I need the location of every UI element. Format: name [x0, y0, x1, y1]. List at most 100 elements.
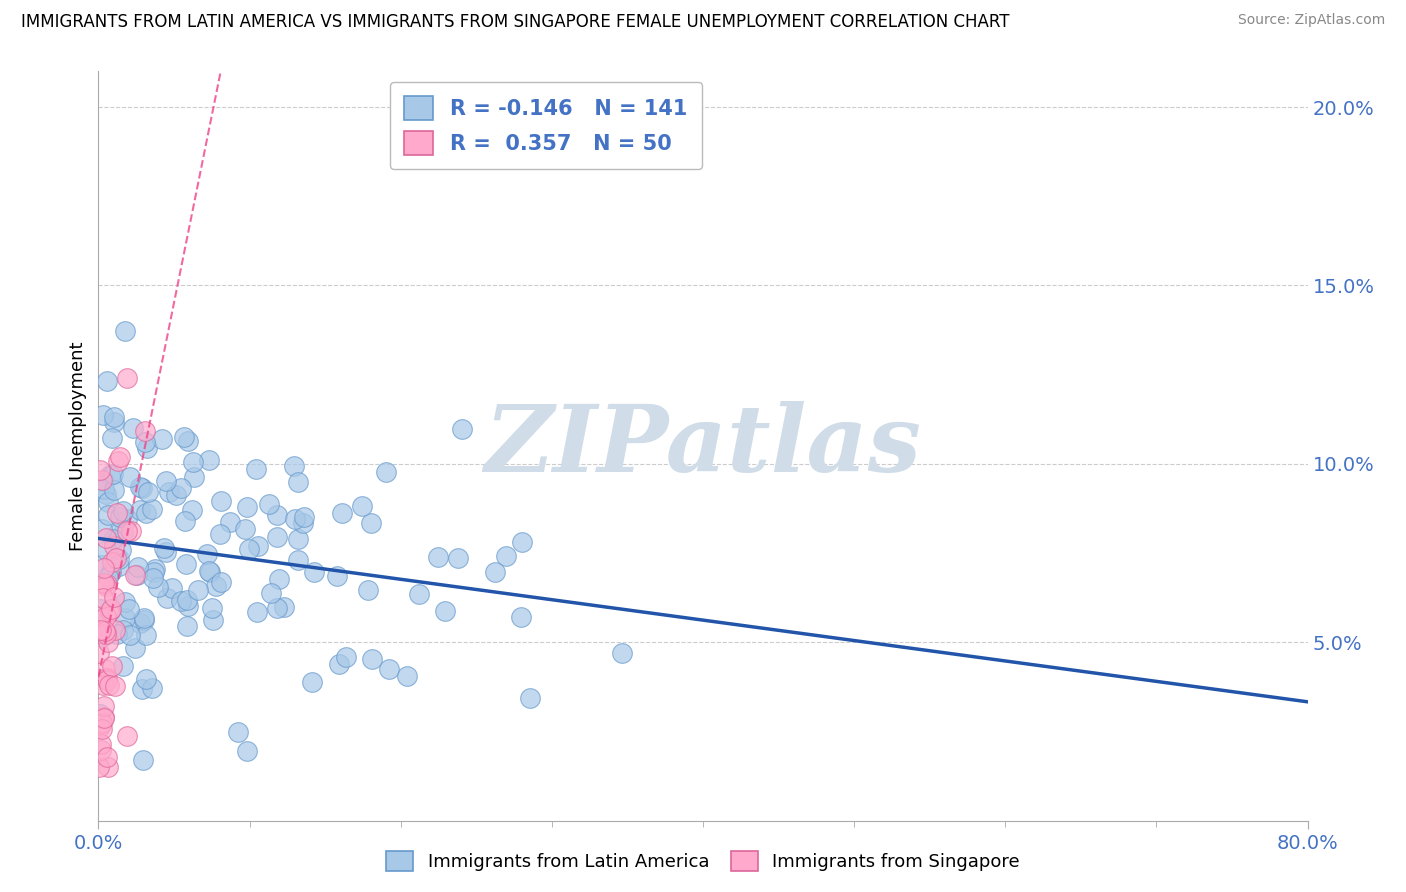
Point: [173, 430, 195, 444]
Point: [103, 415, 125, 429]
Point: [238, 542, 260, 557]
Point: [94, 531, 117, 545]
Point: [91, 722, 114, 736]
Y-axis label: Female Unemployment: Female Unemployment: [69, 342, 87, 550]
Point: [97, 570, 120, 584]
Point: [104, 623, 127, 637]
Point: [101, 431, 124, 445]
Point: [94, 579, 117, 593]
Point: [91, 591, 114, 606]
Point: [267, 573, 290, 587]
Point: [287, 532, 309, 546]
Point: [173, 514, 195, 528]
Point: [205, 579, 228, 593]
Point: [90, 558, 112, 573]
Point: [301, 674, 323, 689]
Point: [89, 707, 111, 722]
Point: [284, 512, 307, 526]
Point: [114, 324, 136, 338]
Point: [94, 624, 117, 639]
Point: [101, 659, 124, 673]
Point: [266, 508, 288, 523]
Point: [142, 565, 165, 579]
Point: [105, 526, 128, 541]
Point: [124, 568, 146, 582]
Point: [131, 681, 153, 696]
Point: [236, 744, 259, 758]
Point: [96, 671, 118, 685]
Point: [120, 524, 142, 538]
Point: [170, 481, 193, 495]
Point: [90, 737, 112, 751]
Point: [89, 760, 111, 774]
Point: [112, 504, 135, 518]
Point: [510, 535, 533, 549]
Point: [117, 512, 139, 526]
Legend: Immigrants from Latin America, Immigrants from Singapore: Immigrants from Latin America, Immigrant…: [378, 844, 1028, 879]
Point: [114, 611, 136, 625]
Point: [135, 627, 157, 641]
Point: [104, 679, 127, 693]
Point: [181, 454, 204, 468]
Point: [110, 450, 132, 464]
Point: [129, 615, 152, 630]
Point: [108, 559, 131, 574]
Point: [361, 652, 384, 666]
Point: [352, 499, 374, 513]
Point: [433, 604, 456, 618]
Point: [90, 623, 112, 637]
Point: [103, 533, 125, 547]
Point: [94, 624, 117, 639]
Point: [101, 555, 124, 569]
Point: [177, 434, 200, 448]
Point: [208, 527, 231, 541]
Point: [117, 729, 139, 743]
Point: [127, 559, 149, 574]
Point: [103, 590, 125, 604]
Point: [495, 549, 517, 563]
Point: [218, 516, 240, 530]
Point: [90, 522, 112, 536]
Point: [94, 627, 117, 641]
Text: Source: ZipAtlas.com: Source: ZipAtlas.com: [1237, 13, 1385, 28]
Point: [96, 750, 118, 764]
Point: [108, 510, 131, 524]
Point: [451, 422, 474, 436]
Point: [198, 565, 221, 579]
Point: [287, 553, 309, 567]
Point: [94, 487, 117, 501]
Point: [165, 488, 187, 502]
Point: [187, 583, 209, 598]
Point: [447, 551, 470, 566]
Point: [89, 646, 111, 660]
Point: [91, 678, 114, 692]
Point: [260, 585, 283, 599]
Point: [93, 698, 115, 713]
Point: [195, 547, 218, 561]
Point: [141, 681, 163, 695]
Point: [131, 481, 153, 495]
Point: [98, 604, 121, 618]
Point: [96, 673, 118, 688]
Point: [273, 599, 295, 614]
Point: [377, 662, 399, 676]
Point: [226, 725, 249, 739]
Point: [236, 500, 259, 514]
Point: [357, 582, 380, 597]
Point: [98, 467, 121, 482]
Point: [91, 630, 114, 644]
Point: [94, 662, 117, 676]
Point: [198, 453, 221, 467]
Point: [150, 432, 173, 446]
Point: [132, 611, 155, 625]
Point: [125, 568, 148, 582]
Point: [233, 522, 256, 536]
Point: [96, 577, 118, 591]
Point: [200, 601, 222, 615]
Point: [484, 565, 506, 579]
Point: [97, 508, 120, 522]
Point: [105, 627, 128, 641]
Point: [176, 619, 198, 633]
Point: [89, 722, 111, 736]
Point: [143, 562, 166, 576]
